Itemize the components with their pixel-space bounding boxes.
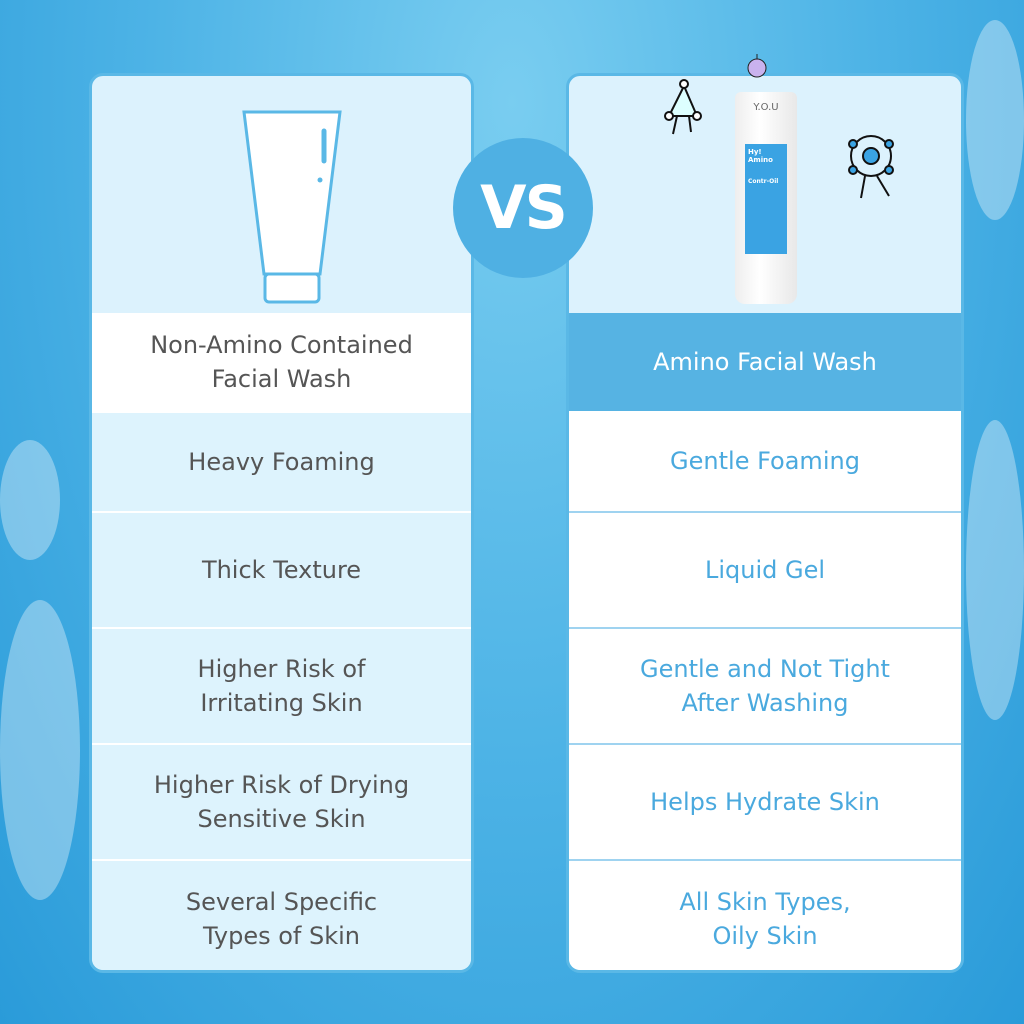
left-column-title: Non-Amino Contained Facial Wash bbox=[92, 313, 471, 411]
product-image-area bbox=[569, 76, 961, 313]
generic-tube-illustration bbox=[92, 76, 471, 313]
right-row: Gentle and Not Tight After Washing bbox=[569, 627, 961, 743]
right-row: All Skin Types, Oily Skin bbox=[569, 859, 961, 970]
left-row: Heavy Foaming bbox=[92, 411, 471, 511]
non-amino-panel: Non-Amino Contained Facial Wash Heavy Fo… bbox=[89, 73, 474, 973]
right-row: Liquid Gel bbox=[569, 511, 961, 627]
vs-badge: VS bbox=[453, 138, 593, 278]
foam-decoration bbox=[0, 600, 80, 900]
triangle-mascot-icon bbox=[664, 79, 702, 135]
foam-decoration bbox=[0, 440, 60, 560]
left-row: Thick Texture bbox=[92, 511, 471, 627]
left-row: Higher Risk of Drying Sensitive Skin bbox=[92, 743, 471, 859]
product-label: Hy! Amino Contr-Oil bbox=[745, 144, 787, 254]
right-column-title: Amino Facial Wash bbox=[569, 313, 961, 411]
left-row: Higher Risk of Irritating Skin bbox=[92, 627, 471, 743]
purple-mascot-icon bbox=[747, 54, 767, 78]
right-row: Helps Hydrate Skin bbox=[569, 743, 961, 859]
product-brand: Y.O.U bbox=[753, 102, 779, 113]
mascot-icons bbox=[664, 79, 894, 199]
foam-decoration bbox=[966, 420, 1024, 720]
product-tube-image: Y.O.U Hy! Amino Contr-Oil bbox=[735, 92, 797, 304]
left-row: Several Specific Types of Skin bbox=[92, 859, 471, 970]
tube-outline-icon bbox=[242, 110, 342, 304]
foam-decoration bbox=[966, 20, 1024, 220]
atom-mascot-icon bbox=[848, 135, 894, 199]
right-row: Gentle Foaming bbox=[569, 411, 961, 511]
